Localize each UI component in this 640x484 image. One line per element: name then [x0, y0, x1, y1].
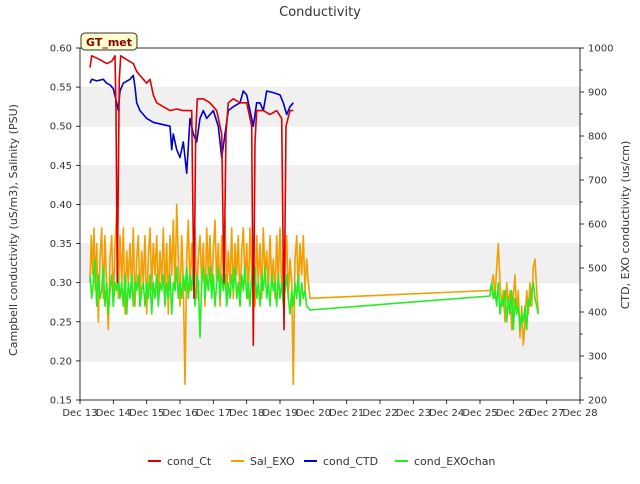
grid-band: [80, 204, 580, 244]
y-left-tick-label: 0.40: [50, 200, 72, 211]
y-right-tick-label: 900: [588, 88, 607, 99]
legend: cond_Ct Sal_EXO cond_CTD cond_EXOchan: [148, 455, 495, 468]
legend-label: cond_EXOchan: [414, 455, 495, 468]
grid-band: [80, 126, 580, 166]
site-badge-label: GT_met: [86, 36, 132, 49]
x-tick-label: Dec 16: [162, 408, 197, 419]
grid-band: [80, 321, 580, 361]
x-tick-label: Dec 22: [362, 408, 397, 419]
x-tick-label: Dec 21: [329, 408, 364, 419]
x-tick-label: Dec 19: [262, 408, 297, 419]
y-left-tick-label: 0.15: [50, 396, 72, 407]
series-layer: [89, 55, 540, 386]
y-right-tick-label: 700: [588, 176, 607, 187]
x-tick-label: Dec 26: [496, 408, 531, 419]
legend-label: Sal_EXO: [250, 455, 295, 468]
y-left-tick-label: 0.25: [50, 317, 72, 328]
y-right-tick-label: 1000: [588, 44, 613, 55]
x-tick-label: Dec 25: [462, 408, 497, 419]
y-left-tick-label: 0.20: [50, 356, 72, 367]
y-axis-left-label: Campbell conductivity (uS/m3), Salinity …: [7, 104, 20, 356]
y-left-tick-label: 0.30: [50, 278, 72, 289]
grid-band: [80, 87, 580, 127]
x-tick-label: Dec 17: [196, 408, 231, 419]
y-right-tick-label: 200: [588, 396, 607, 407]
grid-bands: [80, 47, 580, 400]
y-axis-right: 200 300 400 500 600 700 800 900 1000: [580, 44, 613, 407]
y-left-tick-label: 0.45: [50, 161, 72, 172]
y-left-tick-label: 0.35: [50, 239, 72, 250]
y-left-tick-label: 0.55: [50, 83, 72, 94]
y-axis-right-label: CTD, EXO conductivity (us/cm): [619, 141, 632, 310]
x-tick-label: Dec 13: [62, 408, 97, 419]
x-tick-label: Dec 15: [129, 408, 164, 419]
x-tick-label: Dec 14: [96, 408, 131, 419]
x-tick-label: Dec 28: [562, 408, 597, 419]
grid-band: [80, 360, 580, 400]
y-right-tick-label: 600: [588, 220, 607, 231]
series-line-cond-ct: [89, 55, 294, 346]
y-right-tick-label: 500: [588, 264, 607, 275]
legend-label: cond_Ct: [167, 455, 212, 468]
y-left-tick-label: 0.60: [50, 44, 72, 55]
x-tick-label: Dec 23: [396, 408, 431, 419]
x-tick-label: Dec 20: [296, 408, 331, 419]
legend-label: cond_CTD: [323, 455, 378, 468]
y-left-tick-label: 0.50: [50, 122, 72, 133]
y-right-tick-label: 800: [588, 132, 607, 143]
grid-band: [80, 165, 580, 205]
x-tick-label: Dec 24: [429, 408, 464, 419]
grid-band: [80, 48, 580, 88]
y-axis-left: 0.15 0.20 0.25 0.30 0.35 0.40 0.45 0.50 0.55 0.60: [50, 44, 80, 407]
y-right-tick-label: 400: [588, 308, 607, 319]
chart-title: Conductivity: [279, 5, 361, 20]
x-tick-label: Dec 27: [529, 408, 564, 419]
site-badge: GT_met: [80, 32, 138, 51]
y-right-tick-label: 300: [588, 352, 607, 363]
x-tick-label: Dec 18: [229, 408, 264, 419]
